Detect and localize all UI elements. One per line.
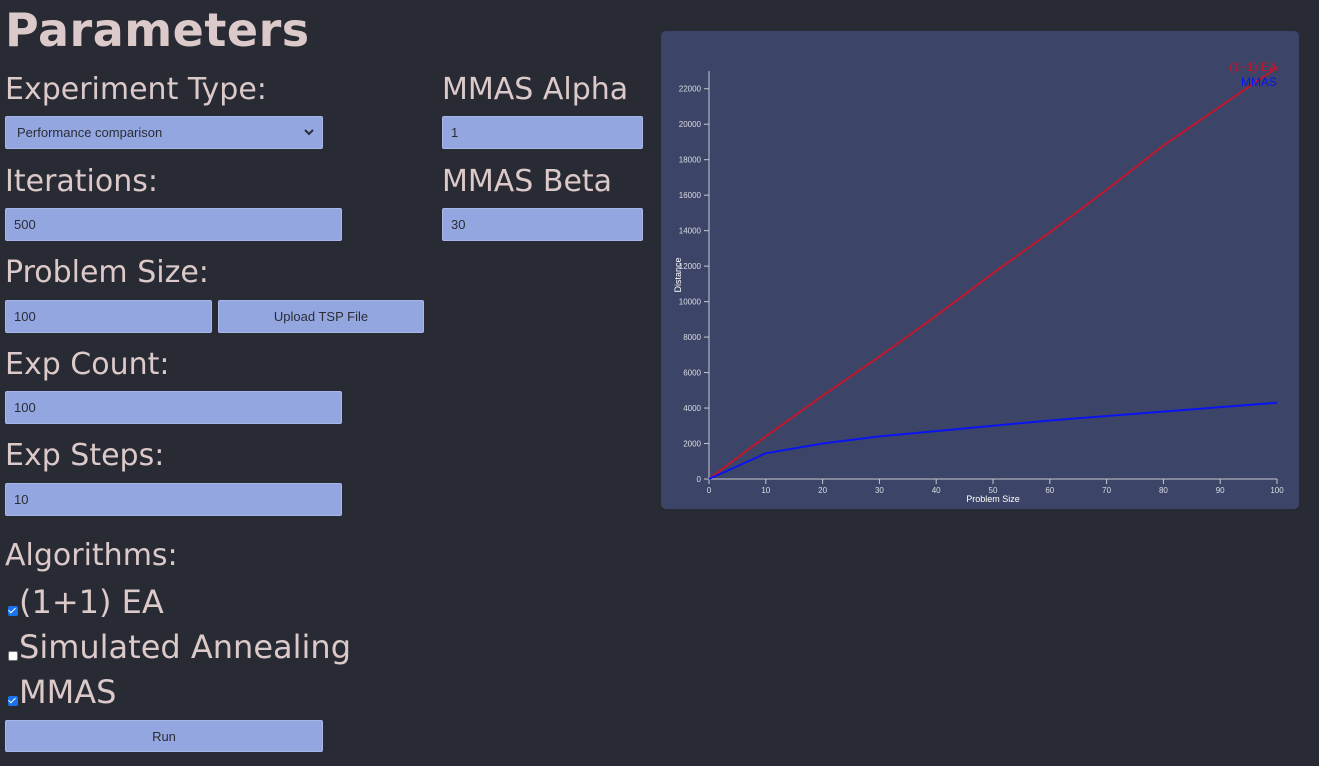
exp-steps-label: Exp Steps:	[5, 438, 165, 473]
performance-chart: 0 10 20 30 40 50 60 70 80 90 100 0 2000 4000 6000 8000 1…	[673, 60, 1284, 504]
legend-entry-mmas: MMAS	[1241, 75, 1277, 89]
algorithm-mmas-label: MMAS	[19, 673, 117, 711]
series-line-ea	[708, 66, 1278, 480]
upload-tsp-file-button[interactable]: Upload TSP File	[218, 300, 424, 333]
y-tick-label: 16000	[679, 191, 702, 200]
page-title: Parameters	[5, 3, 310, 57]
exp-count-input[interactable]: 100	[5, 391, 342, 424]
mmas-alpha-value: 1	[451, 125, 459, 140]
legend-entry-ea: (1+1) EA	[1229, 60, 1277, 74]
experiment-type-label: Experiment Type:	[5, 72, 267, 107]
x-tick-label: 40	[932, 486, 941, 495]
algorithm-mmas-option[interactable]: MMAS	[8, 672, 116, 712]
y-tick-label: 18000	[679, 156, 702, 165]
exp-count-label: Exp Count:	[5, 347, 170, 382]
x-tick-label: 60	[1045, 486, 1054, 495]
y-tick-label: 6000	[683, 369, 701, 378]
y-tick-label: 2000	[683, 440, 701, 449]
algorithm-sa-checkbox[interactable]	[8, 651, 18, 661]
iterations-label: Iterations:	[5, 164, 158, 199]
algorithm-ea-label: (1+1) EA	[19, 583, 164, 621]
y-tick-label: 14000	[679, 227, 702, 236]
algorithm-ea-checkbox[interactable]	[8, 606, 18, 616]
x-tick-label: 50	[989, 486, 998, 495]
run-button[interactable]: Run	[5, 720, 323, 752]
y-tick-label: 8000	[683, 333, 701, 342]
problem-size-label: Problem Size:	[5, 255, 209, 290]
mmas-alpha-label: MMAS Alpha	[442, 72, 629, 107]
x-tick-label: 30	[875, 486, 884, 495]
x-tick-label: 0	[707, 486, 712, 495]
iterations-value: 500	[14, 217, 36, 232]
y-tick-label: 10000	[679, 298, 702, 307]
y-tick-label: 4000	[683, 404, 701, 413]
mmas-beta-value: 30	[451, 217, 466, 232]
algorithm-ea-option[interactable]: (1+1) EA	[8, 582, 164, 622]
exp-count-value: 100	[14, 400, 36, 415]
y-tick-label: 0	[697, 475, 702, 484]
algorithms-label: Algorithms:	[5, 538, 178, 573]
x-tick-label: 10	[761, 486, 770, 495]
x-tick-label: 100	[1270, 486, 1284, 495]
x-axis-label: Problem Size	[966, 494, 1020, 504]
y-tick-label: 22000	[679, 85, 702, 94]
chart-panel: 0 10 20 30 40 50 60 70 80 90 100 0 2000 4000 6000 8000 1…	[661, 31, 1299, 509]
experiment-type-value: Performance comparison	[17, 125, 163, 140]
x-tick-label: 20	[818, 486, 827, 495]
mmas-beta-label: MMAS Beta	[442, 164, 613, 199]
experiment-type-select[interactable]: Performance comparison	[5, 116, 323, 149]
problem-size-value: 100	[14, 309, 36, 324]
x-tick-label: 90	[1216, 486, 1225, 495]
chevron-down-icon	[304, 129, 314, 136]
y-tick-label: 12000	[679, 262, 702, 271]
algorithm-mmas-checkbox[interactable]	[8, 696, 18, 706]
mmas-beta-input[interactable]: 30	[442, 208, 643, 241]
series-line-mmas	[708, 401, 1278, 480]
problem-size-input[interactable]: 100	[5, 300, 212, 333]
algorithm-sa-option[interactable]: Simulated Annealing	[8, 627, 351, 667]
x-tick-label: 70	[1102, 486, 1111, 495]
mmas-alpha-input[interactable]: 1	[442, 116, 643, 149]
y-axis-label: Distance	[673, 257, 683, 292]
exp-steps-input[interactable]: 10	[5, 483, 342, 516]
algorithm-sa-label: Simulated Annealing	[19, 628, 351, 666]
y-tick-label: 20000	[679, 120, 702, 129]
iterations-input[interactable]: 500	[5, 208, 342, 241]
exp-steps-value: 10	[14, 492, 29, 507]
x-tick-label: 80	[1159, 486, 1168, 495]
